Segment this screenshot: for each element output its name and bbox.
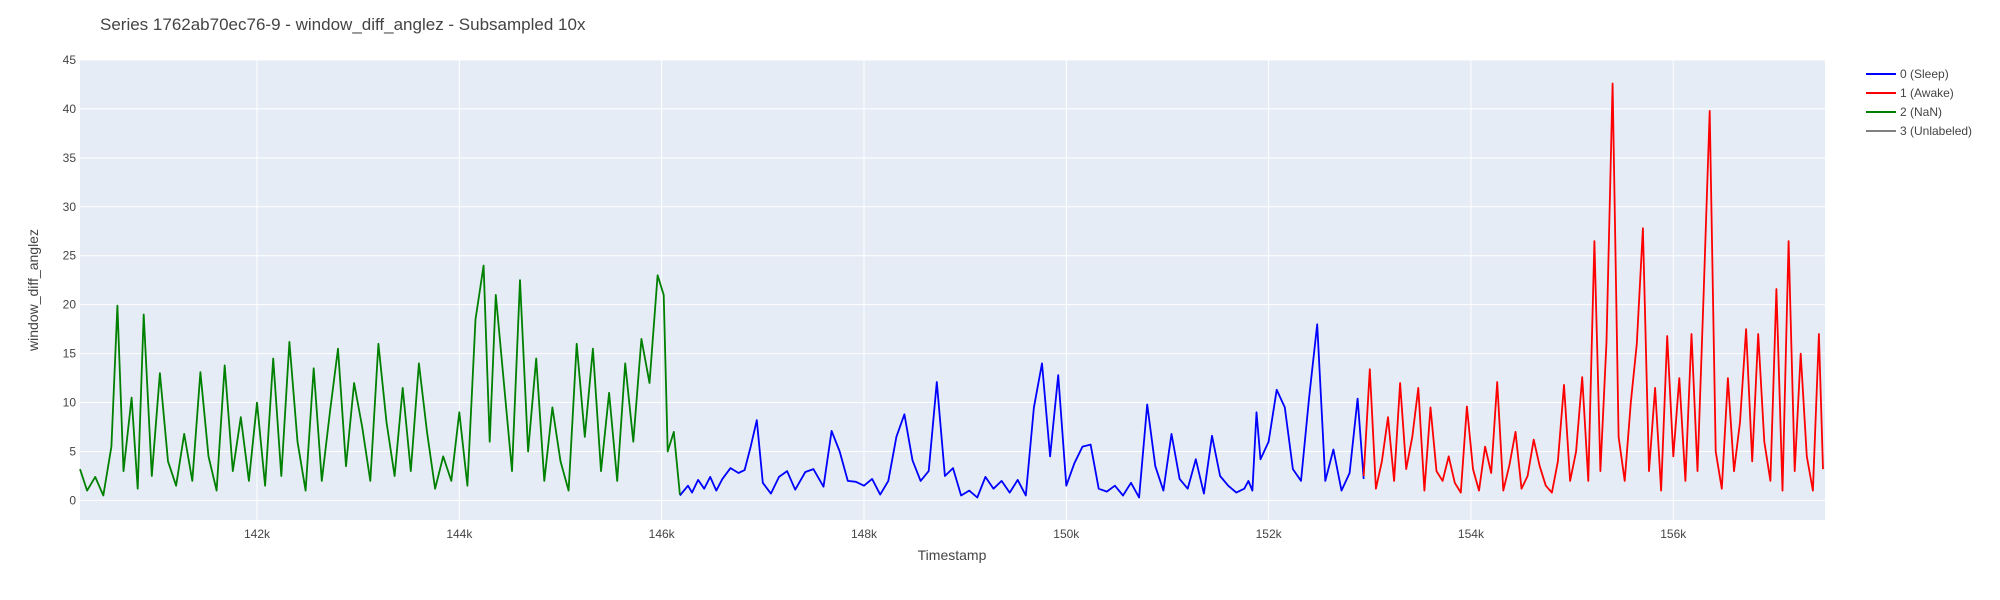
y-axis-ticks: 0 5 10 15 20 25 30 35 40 45 xyxy=(63,53,77,507)
x-tick-label: 152k xyxy=(1256,527,1283,541)
y-tick-label: 5 xyxy=(69,444,76,458)
x-axis-title: Timestamp xyxy=(918,547,987,563)
y-tick-label: 30 xyxy=(63,200,77,214)
legend-label: 1 (Awake) xyxy=(1900,86,1954,100)
y-axis-title: window_diff_anglez xyxy=(25,229,41,352)
x-tick-label: 148k xyxy=(851,527,878,541)
x-tick-label: 142k xyxy=(244,527,271,541)
y-tick-label: 45 xyxy=(63,53,77,67)
y-tick-label: 15 xyxy=(63,347,77,361)
series-lines xyxy=(79,82,1824,499)
legend-label: 3 (Unlabeled) xyxy=(1900,124,1972,138)
legend[interactable]: 0 (Sleep) 1 (Awake) 2 (NaN) 3 (Unlabeled) xyxy=(1866,67,1972,138)
series-line-1 xyxy=(1362,82,1824,494)
y-tick-label: 20 xyxy=(63,298,77,312)
series-line-0 xyxy=(679,323,1365,499)
x-axis-ticks: 142k 144k 146k 148k 150k 152k 154k 156k xyxy=(244,527,1687,541)
grid-lines xyxy=(80,59,1825,520)
y-tick-label: 25 xyxy=(63,249,77,263)
legend-label: 2 (NaN) xyxy=(1900,105,1942,119)
legend-item[interactable]: 3 (Unlabeled) xyxy=(1866,124,1972,138)
x-tick-label: 146k xyxy=(649,527,676,541)
x-tick-label: 150k xyxy=(1053,527,1080,541)
series-line-2 xyxy=(79,264,681,497)
legend-item[interactable]: 1 (Awake) xyxy=(1866,86,1954,100)
legend-item[interactable]: 2 (NaN) xyxy=(1866,105,1942,119)
y-tick-label: 10 xyxy=(63,396,77,410)
legend-label: 0 (Sleep) xyxy=(1900,67,1949,81)
y-tick-label: 40 xyxy=(63,102,77,116)
chart-title: Series 1762ab70ec76-9 - window_diff_angl… xyxy=(100,15,586,34)
x-tick-label: 154k xyxy=(1458,527,1485,541)
x-tick-label: 144k xyxy=(446,527,473,541)
legend-item[interactable]: 0 (Sleep) xyxy=(1866,67,1949,81)
y-tick-label: 35 xyxy=(63,151,77,165)
x-tick-label: 156k xyxy=(1660,527,1687,541)
y-tick-label: 0 xyxy=(69,493,76,507)
